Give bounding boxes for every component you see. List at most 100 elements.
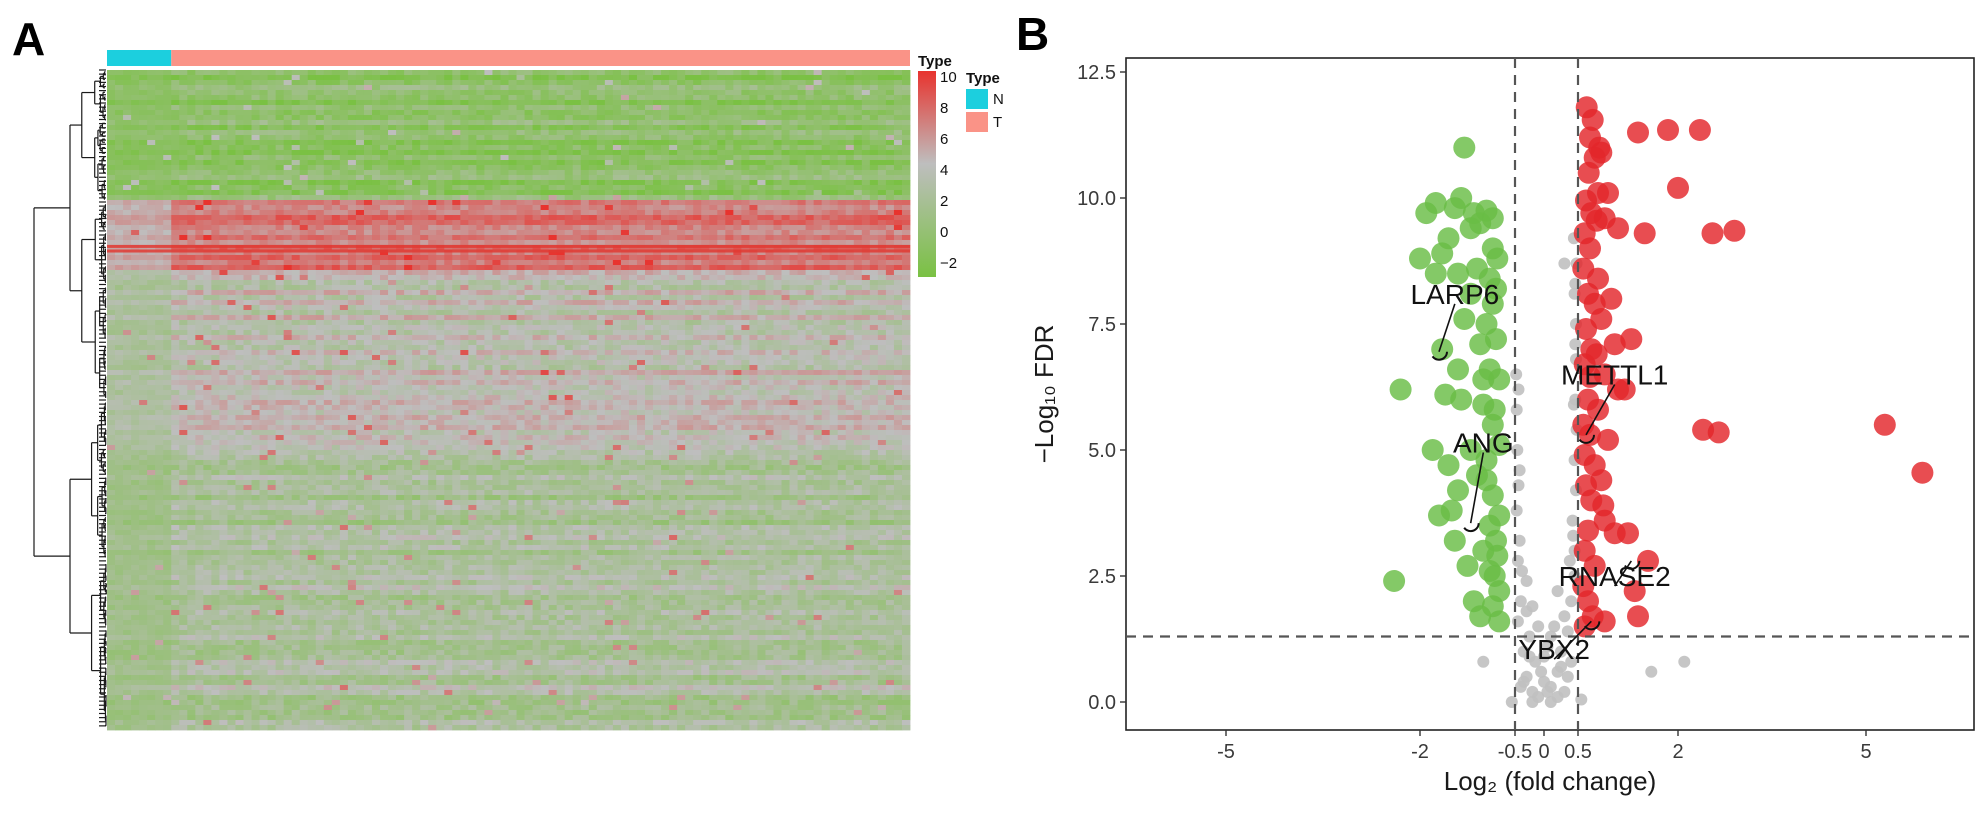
ns-gene-point bbox=[1541, 685, 1554, 698]
up-gene-point bbox=[1613, 378, 1636, 401]
gene-label-larp6: LARP6 bbox=[1410, 279, 1499, 310]
color-scale-tick-label: 0 bbox=[940, 224, 948, 241]
sample-type-annotation-bar bbox=[107, 50, 911, 66]
volcano-axis-ticks: -5 -2 -0.5 0 0.5 2 5 0.0 2.5 5.0 7.5 10.0 12.5 bbox=[1077, 62, 1872, 763]
up-gene-point bbox=[1911, 461, 1934, 484]
gene-labels: LARP6 METTL1 ANG RNASE2 YBX2 bbox=[1410, 279, 1670, 665]
ns-gene-point bbox=[1526, 600, 1539, 613]
heatmap-panel: A Type 10 8 6 4 2 0 −2 Type NT bbox=[12, 13, 1004, 731]
x-tick-label: 2 bbox=[1672, 741, 1683, 763]
up-gene-point bbox=[1873, 413, 1896, 436]
up-gene-point bbox=[1657, 119, 1679, 141]
down-gene-point bbox=[1415, 202, 1438, 225]
up-gene-point bbox=[1633, 222, 1656, 245]
ns-gene-point bbox=[1555, 660, 1567, 673]
ns-gene-point bbox=[1538, 650, 1550, 663]
up-gene-point bbox=[1723, 219, 1746, 242]
ns-gene-point bbox=[1565, 655, 1578, 668]
down-gene-point bbox=[1440, 499, 1463, 522]
y-tick-label: 0.0 bbox=[1088, 692, 1116, 714]
ns-gene-point bbox=[1561, 670, 1574, 683]
ns-gene-point bbox=[1558, 257, 1571, 270]
down-gene-point bbox=[1486, 247, 1509, 270]
up-gene-point bbox=[1579, 237, 1601, 260]
up-gene-point bbox=[1627, 121, 1649, 144]
down-gene-point bbox=[1488, 610, 1511, 633]
ns-gene-point bbox=[1520, 575, 1533, 587]
ns-gene-point bbox=[1477, 655, 1490, 668]
up-gene-point bbox=[1577, 161, 1600, 184]
down-gene-point bbox=[1431, 338, 1454, 361]
down-gene-point bbox=[1485, 277, 1507, 300]
gene-label-ang: ANG bbox=[1453, 428, 1514, 459]
down-gene-point bbox=[1453, 136, 1476, 159]
up-gene-point bbox=[1617, 522, 1639, 545]
up-gene-point bbox=[1590, 308, 1613, 330]
gene-label-connector bbox=[1585, 384, 1616, 436]
up-gene-point bbox=[1667, 176, 1689, 199]
up-gene-point bbox=[1688, 119, 1711, 141]
down-gene-point bbox=[1475, 469, 1498, 492]
gene-label-rnase2: RNASE2 bbox=[1559, 561, 1671, 592]
up-gene-point bbox=[1588, 136, 1611, 159]
up-gene-point bbox=[1623, 580, 1646, 603]
x-axis-title: Log₂ (fold change) bbox=[1444, 766, 1656, 796]
type-legend: Type NT bbox=[966, 70, 1004, 132]
ns-gene-point bbox=[1558, 610, 1571, 623]
color-scale-tick-label: 2 bbox=[940, 193, 948, 210]
up-gene-point bbox=[1701, 222, 1724, 245]
ns-gene-point bbox=[1526, 696, 1539, 708]
x-tick-label: -0.5 bbox=[1498, 741, 1532, 763]
color-scale-gradient bbox=[918, 71, 936, 277]
down-gene-point bbox=[1447, 479, 1469, 502]
color-scale-tick-label: 6 bbox=[940, 131, 948, 148]
up-gene-point bbox=[1593, 610, 1616, 633]
up-gene-point bbox=[1581, 108, 1604, 131]
ns-gene-point bbox=[1513, 464, 1526, 477]
down-gene-point bbox=[1437, 454, 1460, 477]
y-tick-label: 7.5 bbox=[1088, 314, 1116, 336]
panel-a-label: A bbox=[12, 13, 45, 65]
ns-gene-point bbox=[1561, 625, 1574, 638]
gene-marker-ring bbox=[1577, 425, 1595, 444]
up-gene-point bbox=[1597, 428, 1619, 451]
ns-gene-point bbox=[1678, 655, 1691, 668]
down-gene-point bbox=[1421, 439, 1444, 461]
down-gene-point bbox=[1478, 514, 1501, 537]
down-gene-point bbox=[1383, 570, 1406, 592]
color-scale-tick-label: 4 bbox=[940, 162, 948, 179]
down-gene-point bbox=[1481, 207, 1504, 230]
threshold-lines bbox=[1126, 58, 1974, 730]
ns-gene-point bbox=[1517, 675, 1530, 688]
ns-gene-point bbox=[1523, 650, 1536, 663]
down-gene-point bbox=[1453, 308, 1476, 330]
ns-gene-point bbox=[1532, 620, 1545, 633]
gene-marker-ring bbox=[1430, 342, 1448, 361]
y-tick-label: 5.0 bbox=[1088, 440, 1116, 462]
up-gene-point bbox=[1707, 421, 1730, 444]
color-scale-legend: Type 10 8 6 4 2 0 −2 bbox=[918, 53, 957, 277]
gene-marker-ring bbox=[1582, 612, 1601, 631]
gene-label-connector bbox=[1613, 560, 1633, 587]
gene-label-connector bbox=[1553, 620, 1592, 660]
down-gene-point bbox=[1389, 378, 1412, 401]
up-gene-point bbox=[1579, 365, 1601, 388]
down-gene-point bbox=[1488, 434, 1511, 456]
ns-gene-point bbox=[1645, 665, 1658, 678]
color-scale-tick-label: 8 bbox=[940, 100, 948, 117]
y-tick-label: 10.0 bbox=[1077, 188, 1116, 210]
up-gene-point bbox=[1620, 328, 1643, 351]
ns-gene-point bbox=[1569, 338, 1582, 351]
down-gene-point bbox=[1409, 247, 1431, 270]
ns-gene-point bbox=[1513, 534, 1526, 547]
ns-gene-point bbox=[1510, 504, 1523, 517]
ns-gene-point bbox=[1514, 595, 1527, 608]
heatmap-cells bbox=[107, 70, 911, 731]
volcano-plot-frame bbox=[1125, 57, 1975, 731]
down-gene-point bbox=[1483, 398, 1506, 421]
up-gene-point bbox=[1603, 333, 1626, 356]
down-gene-point bbox=[1443, 197, 1466, 220]
y-tick-label: 2.5 bbox=[1088, 566, 1116, 588]
down-gene-point bbox=[1443, 529, 1466, 552]
ns-gene-point bbox=[1510, 368, 1523, 381]
